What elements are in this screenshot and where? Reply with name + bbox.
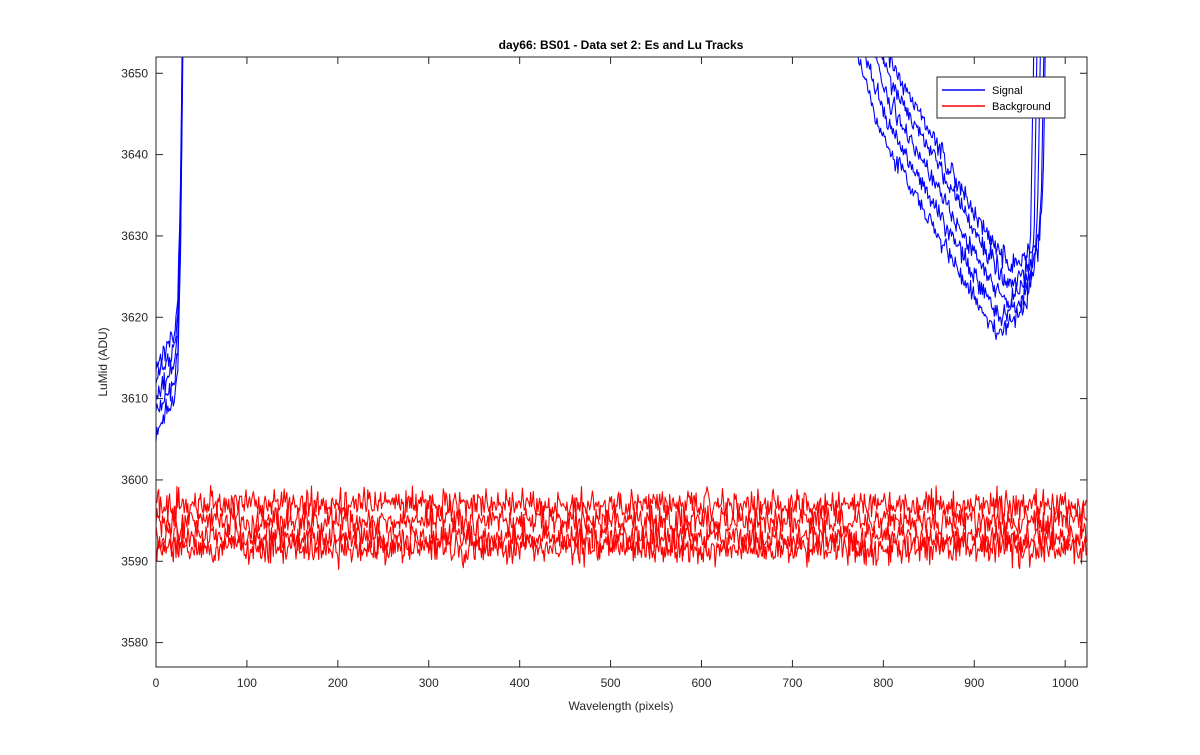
x-tick-label: 1000 (1052, 676, 1079, 690)
y-axis-label: LuMid (ADU) (96, 327, 110, 396)
x-tick-label: 400 (510, 676, 530, 690)
x-tick-label: 900 (964, 676, 984, 690)
series-line-background-7 (156, 516, 1087, 558)
legend: Signal Background (936, 76, 1066, 119)
y-tick-label: 3640 (121, 148, 148, 162)
y-tick-label: 3600 (121, 473, 148, 487)
legend-label-background: Background (992, 101, 1051, 113)
plot-area (156, 57, 1087, 667)
x-tick-label: 300 (419, 676, 439, 690)
x-tick-label: 200 (328, 676, 348, 690)
chart-title: day66: BS01 - Data set 2: Es and Lu Trac… (499, 38, 744, 52)
series-line-background-5 (156, 484, 1087, 526)
series-line-signal-0 (156, 57, 1038, 413)
plot-frame (155, 56, 1088, 668)
ticks-layer: 0 100 200 300 400 500 600 700 800 900 1000 3580 3590… (121, 57, 1087, 690)
legend-box (936, 76, 1066, 119)
series-line-background-8 (156, 528, 1087, 570)
series-line-signal-3 (156, 57, 1035, 443)
x-tick-label: 100 (237, 676, 257, 690)
y-tick-label: 3620 (121, 310, 148, 324)
y-tick-label: 3650 (121, 66, 148, 80)
series-line-signal-1 (156, 57, 1041, 401)
legend-label-signal: Signal (992, 85, 1023, 97)
series-line-signal-4 (156, 57, 1046, 373)
x-axis-label: Wavelength (pixels) (569, 699, 674, 713)
x-tick-label: 500 (601, 676, 621, 690)
x-tick-label: 0 (153, 676, 160, 690)
y-tick-label: 3580 (121, 636, 148, 650)
y-tick-label: 3610 (121, 392, 148, 406)
y-tick-label: 3630 (121, 229, 148, 243)
series-line-signal-2 (156, 57, 1045, 384)
x-tick-label: 600 (691, 676, 711, 690)
y-tick-label: 3590 (121, 554, 148, 568)
series-line-background-6 (156, 499, 1087, 542)
series-layer (156, 57, 1087, 570)
x-tick-label: 800 (873, 676, 893, 690)
x-tick-label: 700 (782, 676, 802, 690)
